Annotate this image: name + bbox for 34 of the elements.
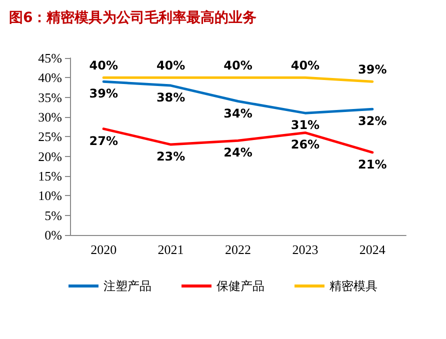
y-tick-label: 20%: [38, 148, 62, 164]
x-tick-label: 2020: [90, 242, 117, 257]
y-tick-label: 0%: [44, 228, 62, 242]
data-label: 23%: [156, 150, 186, 164]
y-tick-label: 35%: [38, 90, 62, 105]
data-label: 24%: [224, 146, 252, 160]
data-label: 21%: [358, 157, 387, 172]
data-label: 39%: [358, 62, 387, 77]
data-label: 34%: [224, 106, 252, 120]
x-tick-label: 2023: [292, 242, 318, 257]
x-tick-label: 2022: [225, 242, 251, 257]
data-label: 31%: [290, 118, 320, 132]
data-label: 38%: [156, 90, 186, 105]
data-label: 40%: [89, 58, 118, 73]
x-tick-label: 2021: [158, 242, 184, 257]
y-tick-label: 45%: [38, 50, 62, 66]
y-tick-label: 40%: [38, 70, 62, 86]
y-tick-label: 30%: [38, 110, 62, 124]
x-tick-label: 2024: [359, 242, 386, 257]
data-label: 40%: [156, 58, 186, 73]
data-label: 26%: [290, 138, 320, 152]
y-tick-label: 10%: [38, 188, 62, 204]
y-tick-label: 25%: [38, 129, 62, 144]
data-label: 40%: [290, 58, 320, 73]
data-label: 39%: [89, 86, 118, 101]
legend-label: 注塑产品: [104, 279, 152, 293]
chart-title: 图6：精密模具为公司毛利率最高的业务: [9, 9, 257, 26]
data-label: 27%: [89, 134, 118, 148]
y-tick-label: 5%: [44, 208, 62, 223]
legend-label: 精密模具: [330, 279, 378, 293]
data-label: 40%: [224, 58, 252, 73]
data-label: 32%: [358, 114, 387, 128]
legend-label: 保健产品: [216, 279, 264, 293]
y-tick-label: 15%: [38, 168, 62, 184]
